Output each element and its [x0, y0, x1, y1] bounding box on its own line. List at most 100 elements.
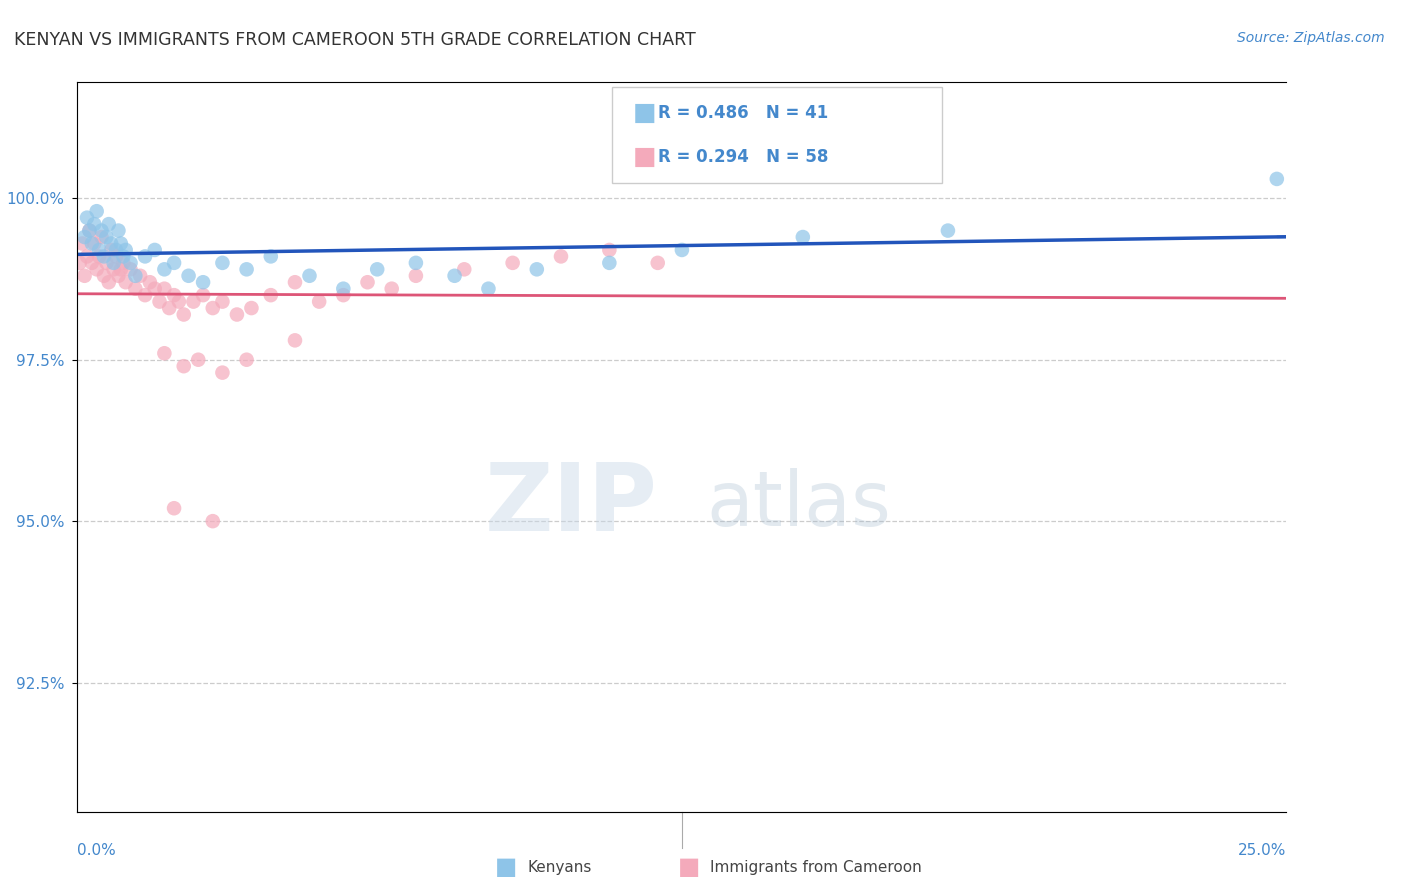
Text: R = 0.294   N = 58: R = 0.294 N = 58 [658, 148, 828, 166]
Point [120, 262, 142, 277]
Point [100, 236, 122, 251]
Point [148, 294, 170, 309]
Point [73, 268, 96, 283]
Point [76, 211, 98, 225]
Point [211, 256, 233, 270]
Text: ■: ■ [633, 145, 657, 169]
Point [226, 308, 249, 322]
Point [112, 256, 135, 270]
Point [598, 256, 620, 270]
Point [96, 230, 118, 244]
Point [153, 282, 176, 296]
Point [308, 294, 330, 309]
Text: 25.0%: 25.0% [1239, 843, 1286, 858]
Point [443, 268, 465, 283]
Point [332, 288, 354, 302]
Point [356, 275, 378, 289]
Point [453, 262, 475, 277]
Text: ■: ■ [495, 855, 517, 879]
Point [260, 249, 283, 263]
Point [153, 262, 176, 277]
Point [107, 223, 129, 237]
Point [97, 217, 120, 231]
Point [235, 352, 257, 367]
Point [1265, 172, 1288, 186]
Point [235, 262, 257, 277]
Point [105, 243, 128, 257]
Point [83, 217, 105, 231]
Point [143, 282, 166, 296]
Point [211, 366, 233, 380]
Text: Kenyans: Kenyans [527, 860, 592, 874]
Point [114, 243, 136, 257]
Point [80, 256, 103, 270]
Point [502, 256, 524, 270]
Point [936, 223, 959, 237]
Point [129, 268, 152, 283]
Point [79, 223, 101, 237]
Point [124, 282, 146, 296]
Point [134, 249, 156, 263]
Point [110, 236, 132, 251]
Point [97, 275, 120, 289]
Point [83, 236, 105, 251]
Point [87, 249, 110, 263]
Point [792, 230, 814, 244]
Point [191, 275, 214, 289]
Point [163, 501, 186, 516]
Point [105, 249, 128, 263]
Point [96, 256, 118, 270]
Point [191, 288, 214, 302]
Text: 0.0%: 0.0% [77, 843, 117, 858]
Point [69, 256, 91, 270]
Point [671, 243, 693, 257]
Point [80, 236, 103, 251]
Point [86, 262, 108, 277]
Point [163, 288, 186, 302]
Point [381, 282, 404, 296]
Text: KENYAN VS IMMIGRANTS FROM CAMEROON 5TH GRADE CORRELATION CHART: KENYAN VS IMMIGRANTS FROM CAMEROON 5TH G… [14, 31, 696, 49]
Point [93, 249, 115, 263]
Point [114, 275, 136, 289]
Point [550, 249, 572, 263]
Text: Source: ZipAtlas.com: Source: ZipAtlas.com [1237, 31, 1385, 45]
Text: atlas: atlas [706, 468, 891, 542]
Point [112, 249, 135, 263]
Text: ■: ■ [678, 855, 700, 879]
Point [284, 334, 307, 348]
Point [598, 243, 620, 257]
Point [211, 294, 233, 309]
Text: ZIP: ZIP [485, 459, 658, 551]
Point [177, 268, 200, 283]
Point [477, 282, 499, 296]
Point [87, 243, 110, 257]
Text: ■: ■ [633, 102, 657, 125]
Point [201, 514, 224, 528]
Point [167, 294, 190, 309]
Point [70, 236, 93, 251]
Point [187, 352, 209, 367]
Point [298, 268, 321, 283]
Point [260, 288, 283, 302]
Point [405, 256, 427, 270]
Point [284, 275, 307, 289]
Point [93, 268, 115, 283]
Point [647, 256, 669, 270]
Point [86, 204, 108, 219]
Point [153, 346, 176, 360]
Point [366, 262, 388, 277]
Point [143, 243, 166, 257]
Point [120, 256, 142, 270]
Text: Immigrants from Cameroon: Immigrants from Cameroon [710, 860, 922, 874]
Point [124, 268, 146, 283]
Point [90, 230, 112, 244]
Point [139, 275, 162, 289]
Point [405, 268, 427, 283]
Point [173, 359, 195, 374]
Point [134, 288, 156, 302]
Point [240, 301, 263, 315]
Text: R = 0.486   N = 41: R = 0.486 N = 41 [658, 104, 828, 122]
Point [107, 268, 129, 283]
Point [183, 294, 205, 309]
Point [110, 262, 132, 277]
